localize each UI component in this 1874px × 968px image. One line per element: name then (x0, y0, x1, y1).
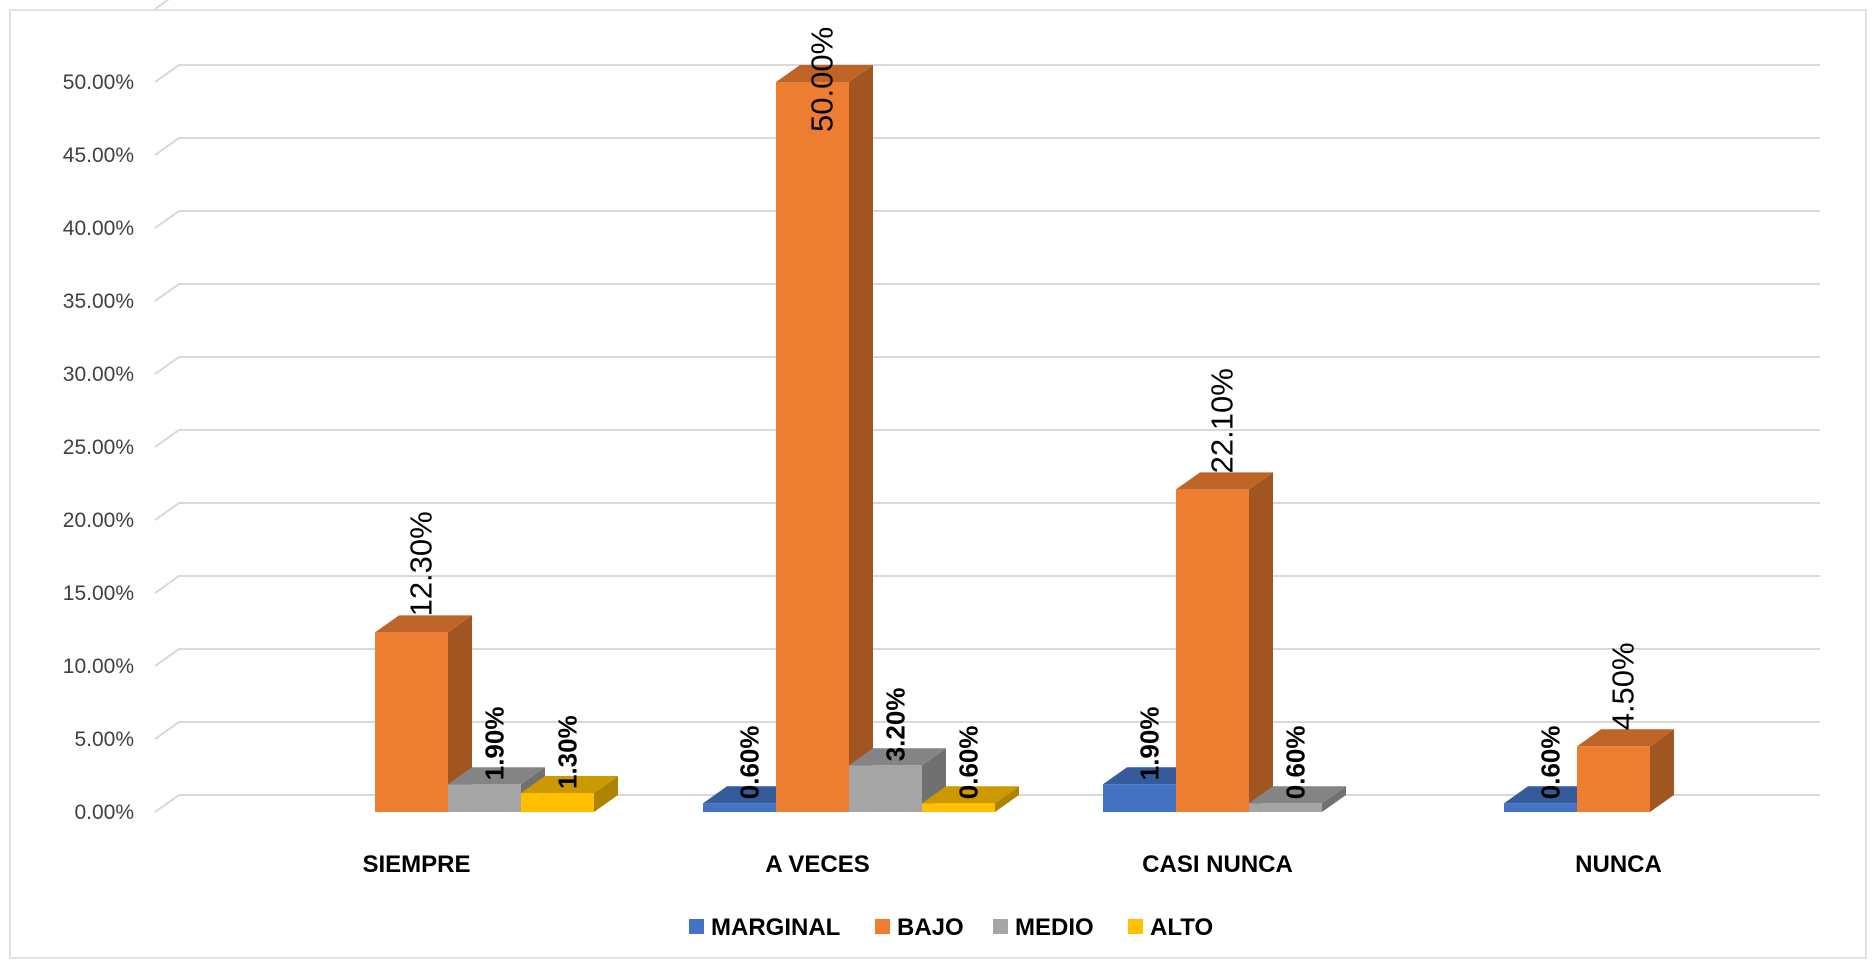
bar-front (448, 784, 521, 812)
y-tick-label: 40.00% (63, 217, 134, 240)
bar-front (1504, 803, 1577, 812)
bar-bajo-a-veces (776, 65, 873, 812)
category-label: CASI NUNCA (1142, 851, 1293, 878)
bar-front (521, 793, 594, 812)
legend-item-marginal: MARGINAL (689, 914, 840, 941)
bar-side (849, 65, 873, 812)
y-tick-label: 35.00% (63, 290, 134, 313)
chart-border (10, 10, 1866, 958)
legend-swatch (1128, 919, 1143, 934)
legend-swatch (689, 919, 704, 934)
legend-label: ALTO (1150, 914, 1213, 941)
y-tick-label: 50.00% (63, 71, 134, 94)
category-label: SIEMPRE (362, 851, 470, 878)
data-label: 22.10% (1205, 368, 1240, 473)
data-label: 3.20% (880, 688, 910, 762)
data-label: 0.60% (1535, 726, 1565, 800)
bar-front (1249, 803, 1322, 812)
bar-front (1176, 489, 1249, 812)
bar-front (849, 765, 922, 812)
y-tick-label: 10.00% (63, 655, 134, 678)
bar-front (1577, 746, 1650, 812)
y-tick-label: 5.00% (74, 728, 134, 751)
gridline (155, 0, 1820, 9)
bar-front (703, 803, 776, 812)
legend-swatch (875, 919, 890, 934)
data-label: 12.30% (404, 511, 439, 616)
data-label: 0.60% (1280, 726, 1310, 800)
legend-label: MARGINAL (711, 914, 840, 941)
data-label: 50.00% (805, 27, 840, 132)
y-tick-label: 25.00% (63, 436, 134, 459)
bar-front (922, 803, 995, 812)
legend-label: BAJO (897, 914, 964, 941)
category-label: NUNCA (1575, 851, 1662, 878)
category-label: A VECES (765, 851, 869, 878)
y-tick-label: 30.00% (63, 363, 134, 386)
bar-front (375, 632, 448, 812)
data-label: 0.60% (734, 726, 764, 800)
y-tick-label: 45.00% (63, 144, 134, 167)
data-label: 4.50% (1606, 642, 1641, 730)
y-tick-label: 15.00% (63, 582, 134, 605)
y-tick-label: 20.00% (63, 509, 134, 532)
bar-bajo-casi-nunca (1176, 472, 1273, 812)
data-label: 1.90% (479, 707, 509, 781)
data-label: 1.90% (1134, 707, 1164, 781)
bar-side (1249, 472, 1273, 812)
bar-front (1103, 784, 1176, 812)
data-label: 1.30% (552, 715, 582, 789)
bar-front (776, 82, 849, 812)
data-label: 0.60% (953, 726, 983, 800)
legend-label: MEDIO (1015, 914, 1094, 941)
bar-bajo-nunca (1577, 729, 1674, 812)
y-tick-label: 0.00% (74, 801, 134, 824)
legend-swatch (993, 919, 1008, 934)
